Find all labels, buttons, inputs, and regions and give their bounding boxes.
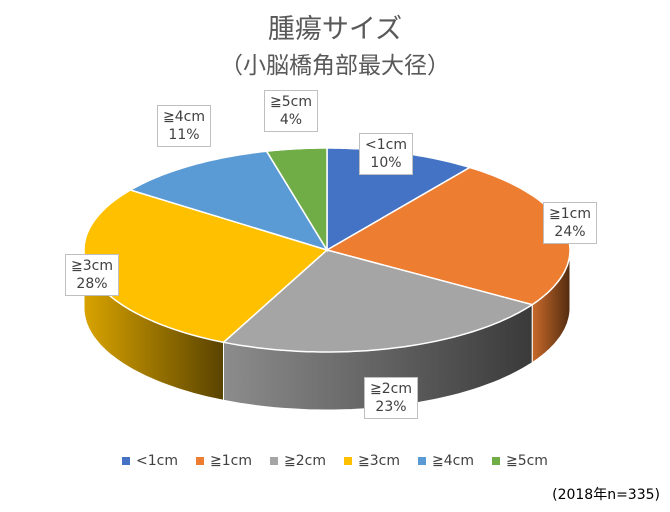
data-label-value: 24% [554, 224, 586, 240]
pie-slice-2 [221, 249, 535, 353]
chart-subtitle: （小脳橋角部最大径） [220, 53, 450, 79]
data-label-category: ≧1cm [549, 206, 591, 222]
legend-label: ≧3cm [358, 453, 400, 469]
legend-swatch [417, 457, 426, 465]
legend-label: ≧4cm [431, 453, 474, 469]
legend-label: ≧5cm [505, 453, 548, 469]
data-label: ≧4cm 11% [157, 105, 211, 147]
legend-item: ≧1cm [196, 452, 252, 470]
legend-item: <1cm [122, 452, 178, 470]
legend: <1cm ≧1cm ≧2cm ≧3cm ≧4cm ≧5cm [0, 452, 670, 470]
data-label: ≧3cm 28% [65, 254, 119, 296]
data-label-category: ≧5cm [270, 94, 312, 110]
pie-side-walls [83, 249, 571, 411]
legend-item: ≧3cm [344, 452, 400, 470]
legend-label: ≧2cm [284, 453, 326, 469]
data-label-category: ≧2cm [370, 381, 412, 397]
data-label-value: 28% [76, 276, 108, 292]
data-label-value: 23% [375, 399, 407, 415]
data-label-category: ≧4cm [163, 109, 205, 125]
pie-slice-4 [128, 150, 329, 252]
footnote: (2018年n=335) [552, 487, 660, 503]
pie-top-faces [83, 147, 571, 353]
legend-swatch [270, 457, 279, 465]
data-label-value: 11% [168, 127, 200, 143]
legend-item: ≧5cm [491, 452, 548, 470]
legend-swatch [122, 457, 131, 465]
legend-item: ≧4cm [417, 452, 474, 470]
chart-title: 腫瘍サイズ [267, 14, 403, 45]
legend-swatch [344, 457, 352, 465]
data-label-category: ≧3cm [71, 258, 113, 274]
data-label-value: 10% [370, 155, 402, 171]
legend-label: <1cm [136, 453, 179, 469]
pie-slice-5 [265, 147, 328, 253]
data-label: ≧1cm 24% [543, 202, 597, 244]
data-label: <1cm 10% [359, 133, 413, 175]
legend-item: ≧2cm [270, 452, 326, 470]
legend-label: ≧1cm [210, 453, 253, 469]
data-label-category: <1cm [365, 137, 407, 153]
data-label-value: 4% [279, 112, 303, 128]
legend-swatch [491, 457, 500, 465]
legend-swatch [196, 457, 205, 465]
data-label: ≧5cm 4% [264, 90, 318, 132]
data-label: ≧2cm 23% [364, 377, 418, 419]
